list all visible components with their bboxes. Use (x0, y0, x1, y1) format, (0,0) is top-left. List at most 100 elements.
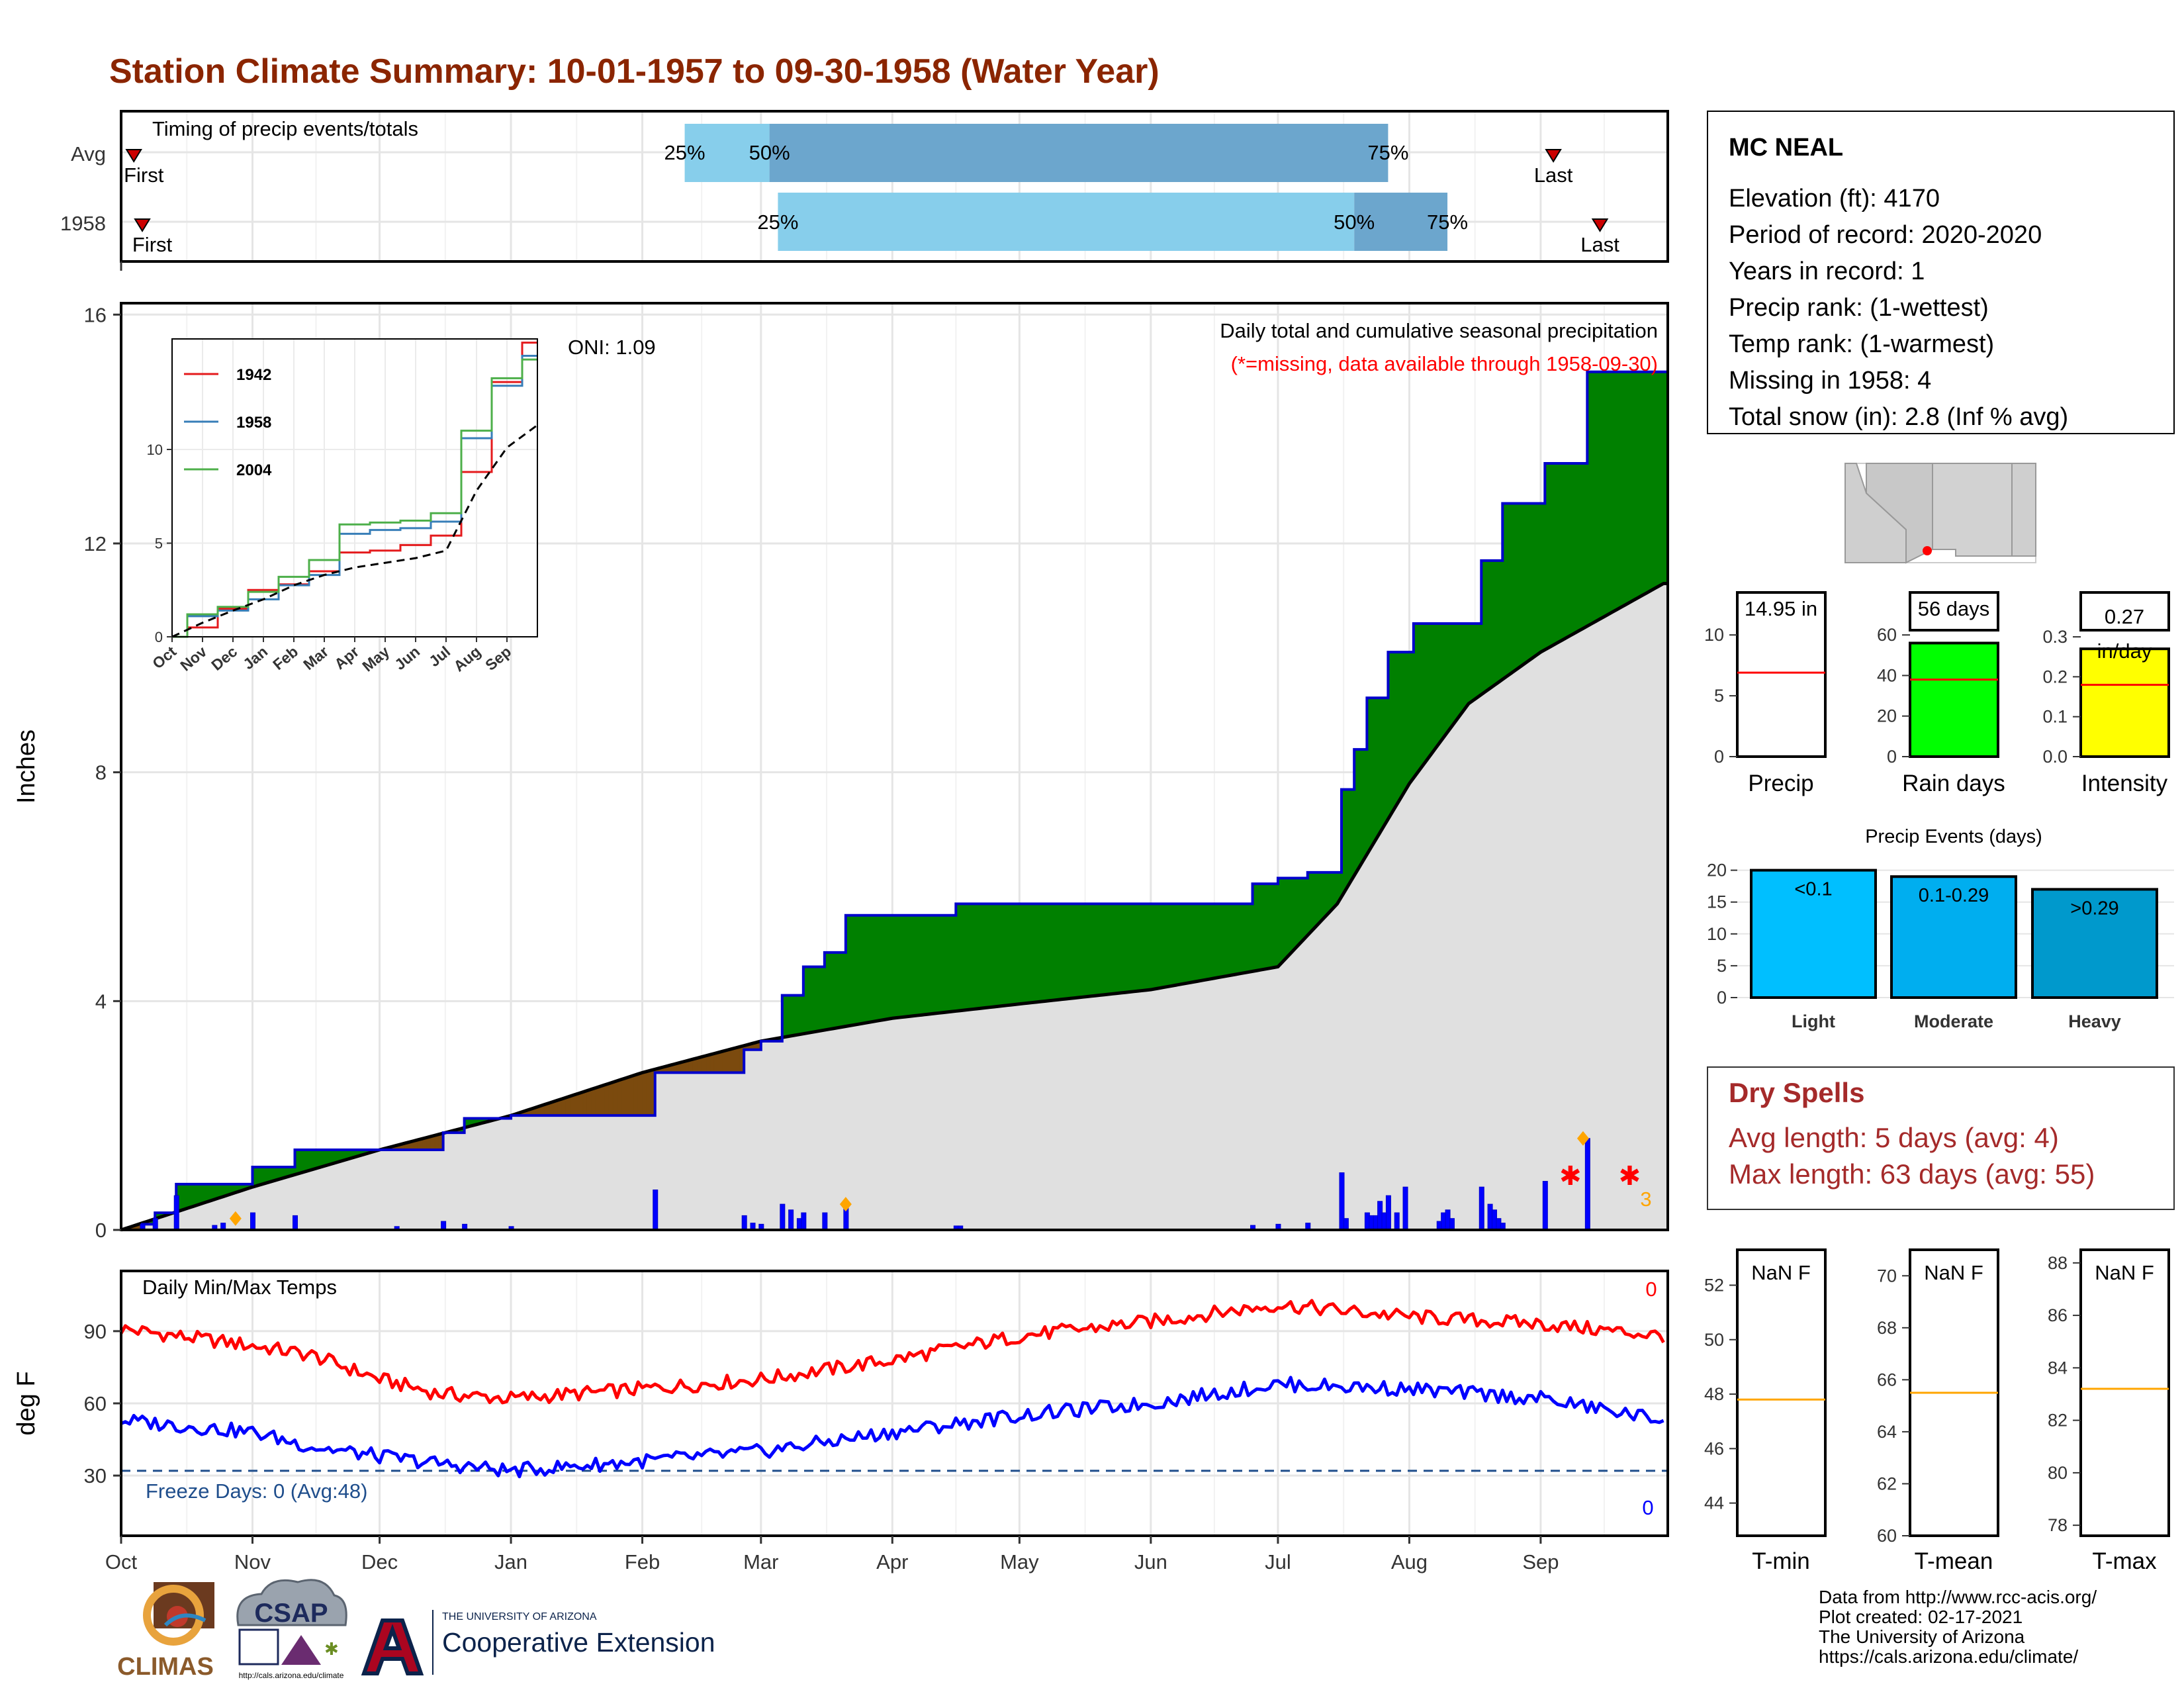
above-average-segment (1197, 903, 1203, 982)
inset-xtick-label-Oct: Oct (149, 643, 179, 673)
above-average-segment (1146, 903, 1152, 991)
above-average-segment (896, 915, 901, 1019)
daily-precip-bar (250, 1212, 255, 1231)
above-average-segment (1485, 560, 1490, 692)
precip-panel: ✱ ✱ 0 4 8 12 16 Inches ONI: 1.09 Daily total … (13, 302, 1669, 1242)
below-average-segment (608, 1082, 614, 1116)
inset-xtick-label-Jul: Jul (426, 643, 453, 670)
dry-spells-max: Max length: 63 days (avg: 55) (1729, 1158, 2095, 1190)
above-average-segment (1053, 903, 1058, 1001)
tmax-ytick-label-82: 82 (2048, 1411, 2068, 1430)
csap-url: http://cals.arizona.edu/climate (239, 1671, 344, 1680)
climas-logo: CLIMAS (117, 1582, 214, 1681)
last-event-label: Last (1534, 164, 1573, 187)
above-average-segment (1383, 697, 1388, 827)
above-average-segment (1138, 903, 1143, 992)
dry-spells-title: Dry Spells (1729, 1077, 1864, 1108)
inset-xtick-label-Aug: Aug (450, 643, 484, 675)
above-average-segment (1612, 371, 1617, 613)
above-average-segment (1069, 903, 1075, 999)
above-average-segment (1112, 903, 1118, 994)
above-average-segment (1142, 903, 1147, 991)
above-average-segment (1519, 502, 1524, 669)
above-average-segment (798, 995, 804, 1035)
tmean-label: T-mean (1915, 1548, 1993, 1574)
above-average-segment (1048, 903, 1054, 1002)
above-average-segment (968, 903, 974, 1010)
above-average-segment (1273, 883, 1279, 968)
above-average-segment (879, 915, 884, 1021)
below-average-segment (713, 1052, 719, 1073)
above-average-segment (1167, 903, 1173, 988)
timing-q75-label: 75% (1367, 141, 1408, 164)
above-average-segment (302, 1149, 308, 1173)
ua-name: THE UNIVERSITY OF ARIZONA (442, 1611, 597, 1622)
above-average-segment (1417, 623, 1423, 774)
tmin-summary-panel: 44 46 48 50 52 T-min NaN F (1704, 1248, 1827, 1574)
above-average-segment (1260, 883, 1266, 970)
above-average-segment (891, 915, 897, 1019)
raindays-value-box (1909, 591, 1999, 632)
above-average-segment (938, 915, 944, 1013)
above-average-segment (1002, 903, 1007, 1007)
above-average-segment (1629, 371, 1635, 603)
above-average-segment (1302, 878, 1308, 941)
above-average-segment (1218, 903, 1224, 978)
above-average-segment (188, 1184, 194, 1209)
tmin-value-text: NaN F (1751, 1261, 1811, 1284)
tmin-box (1736, 1248, 1827, 1537)
above-average-segment (942, 915, 948, 1013)
above-average-segment (1434, 623, 1439, 751)
below-average-segment (646, 1070, 651, 1116)
events-ytick-label-10: 10 (1707, 924, 1727, 944)
tmin-ytick-label-50: 50 (1704, 1330, 1724, 1350)
summary-raindays-panel: 0 20 40 60 Rain days 56 days (1877, 591, 2005, 796)
above-average-segment (1091, 903, 1097, 997)
station-period: Period of record: 2020-2020 (1729, 221, 2042, 249)
above-average-segment (1320, 872, 1325, 923)
above-average-segment (1621, 371, 1626, 608)
station-name: MC NEAL (1729, 134, 1843, 162)
timing-q50-label: 50% (1334, 211, 1375, 234)
tmin-ytick-label-46: 46 (1704, 1438, 1724, 1458)
station-temp-rank: Temp rank: (1-warmest) (1729, 330, 1994, 358)
above-average-segment (1459, 623, 1465, 716)
above-average-segment (1226, 903, 1232, 976)
station-years: Years in record: 1 (1729, 258, 1925, 285)
events-bar-label: <0.1 (1794, 879, 1832, 900)
above-average-segment (811, 966, 817, 1033)
intensity-unit-text: in/day (2097, 639, 2152, 663)
snow-marker (839, 1197, 852, 1212)
month-label-Mar: Mar (743, 1550, 778, 1573)
above-average-segment (1604, 371, 1609, 618)
snow-marker (229, 1211, 242, 1226)
above-average-segment (1201, 903, 1206, 981)
above-average-segment (1103, 903, 1109, 996)
raindays-bar (1909, 641, 1999, 759)
above-average-segment (1163, 903, 1168, 988)
below-average-segment (722, 1049, 728, 1073)
inset-xtick-label-Jun: Jun (391, 643, 423, 673)
above-average-segment (993, 903, 999, 1008)
above-average-segment (1358, 749, 1363, 870)
station-info-box: MC NEAL Elevation (ft): 4170 Period of r… (1707, 111, 2175, 434)
tmean-summary-panel: 60 62 64 66 68 70 T-mean NaN F (1877, 1248, 1999, 1574)
events-bar-heavy (2031, 888, 2158, 999)
above-average-segment (1600, 371, 1605, 620)
above-average-segment (1180, 903, 1185, 985)
above-average-segment (1472, 623, 1478, 702)
dry-spells-border (1707, 1066, 2175, 1210)
above-average-segment (1625, 371, 1630, 606)
precip-ytick-label-0: 0 (1714, 747, 1724, 767)
month-label-Sep: Sep (1522, 1550, 1559, 1573)
above-average-segment (1095, 903, 1101, 996)
above-average-segment (951, 915, 956, 1012)
above-average-segment (1082, 903, 1088, 998)
above-average-segment (934, 915, 940, 1014)
month-axis: Oct Nov Dec Jan Feb Mar Apr May Jun Jul Aug Sep (105, 1536, 1559, 1573)
csap-cactus-icon: ✱ (324, 1639, 339, 1659)
tmean-ytick-label-68: 68 (1877, 1318, 1897, 1338)
above-average-segment (972, 903, 978, 1010)
above-average-segment (1570, 463, 1575, 636)
daily-precip-bar (653, 1190, 659, 1231)
